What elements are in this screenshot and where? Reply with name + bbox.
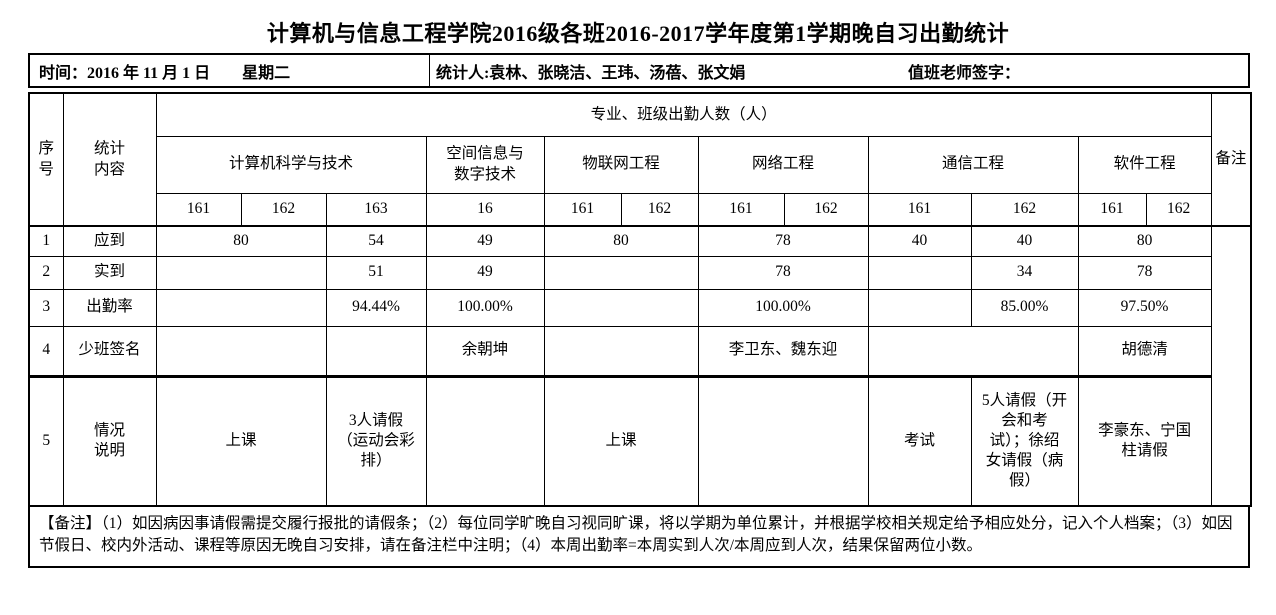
- info-bar: 时间：2016 年 11 月 1 日 星期二 统计人:袁林、张晓洁、王玮、汤蓓、…: [28, 53, 1250, 88]
- major-header-cs: 计算机科学与技术: [155, 135, 427, 194]
- class-header-cell: 161: [543, 192, 622, 227]
- seq-cell: 5: [28, 374, 64, 507]
- row-label-cell: 少班签名: [62, 325, 157, 377]
- major-header-comm: 通信工程: [867, 135, 1079, 194]
- value-cell: 80: [543, 225, 699, 257]
- footer-note: 【备注】（1）如因病因事请假需提交履行报批的请假条；（2）每位同学旷晚自习视同旷…: [28, 507, 1250, 568]
- major-header-software: 软件工程: [1077, 135, 1212, 194]
- page-title: 计算机与信息工程学院2016级各班2016-2017学年度第1学期晚自习出勤统计: [266, 21, 1010, 46]
- class-header-cell: 16: [425, 192, 545, 227]
- recorders-label: 统计人:袁林、张晓洁、王玮、汤蓓、张文娟: [436, 64, 746, 82]
- value-cell: 80: [1077, 225, 1212, 257]
- date-label: 时间：2016 年 11 月 1 日 星期二: [39, 64, 291, 82]
- value-cell: [325, 325, 427, 377]
- value-cell: [867, 325, 1079, 377]
- class-header-cell: 161: [155, 192, 242, 227]
- value-cell: [155, 288, 327, 327]
- value-cell: 上课: [543, 374, 699, 507]
- recorders-cell: 统计人:袁林、张晓洁、王玮、汤蓓、张文娟 值班老师签字：: [430, 55, 1248, 86]
- value-cell: [867, 288, 972, 327]
- class-header-cell: 161: [867, 192, 972, 227]
- value-cell: [543, 325, 699, 377]
- value-cell: 上课: [155, 374, 327, 507]
- row-label-cell: 情况 说明: [62, 374, 157, 507]
- value-cell: 85.00%: [970, 288, 1079, 327]
- value-cell: 78: [697, 255, 869, 290]
- class-header-cell: 161: [1077, 192, 1147, 227]
- value-cell: 100.00%: [697, 288, 869, 327]
- col-header-seq: 序号: [28, 92, 64, 227]
- group-header: 专业、班级出勤人数（人）: [155, 92, 1212, 137]
- value-cell: 李豪东、宁国 柱请假: [1077, 374, 1212, 507]
- seq-cell: 2: [28, 255, 64, 290]
- value-cell: [543, 288, 699, 327]
- value-cell: [543, 255, 699, 290]
- value-cell: 34: [970, 255, 1079, 290]
- value-cell: [155, 325, 327, 377]
- value-cell: 40: [867, 225, 972, 257]
- seq-cell: 3: [28, 288, 64, 327]
- value-cell: 78: [697, 225, 869, 257]
- date-cell: 时间：2016 年 11 月 1 日 星期二: [30, 55, 430, 86]
- value-cell: [425, 374, 545, 507]
- seq-cell: 4: [28, 325, 64, 377]
- major-header-iot: 物联网工程: [543, 135, 699, 194]
- major-header-network: 网络工程: [697, 135, 869, 194]
- row-label-cell: 出勤率: [62, 288, 157, 327]
- class-header-cell: 162: [1145, 192, 1212, 227]
- value-cell: 3人请假 （运动会彩 排）: [325, 374, 427, 507]
- value-cell: 40: [970, 225, 1079, 257]
- value-cell: [155, 255, 327, 290]
- value-cell: [867, 255, 972, 290]
- value-cell: 80: [155, 225, 327, 257]
- col-header-content: 统计 内容: [62, 92, 157, 227]
- value-cell: 余朝坤: [425, 325, 545, 377]
- value-cell: 胡德清: [1077, 325, 1212, 377]
- value-cell: 54: [325, 225, 427, 257]
- value-cell: [697, 374, 869, 507]
- value-cell: 5人请假（开 会和考 试）；徐绍 女请假（病 假）: [970, 374, 1079, 507]
- value-cell: 李卫东、魏东迎: [697, 325, 869, 377]
- value-cell: 100.00%: [425, 288, 545, 327]
- remark-cell: [1210, 225, 1252, 507]
- value-cell: 51: [325, 255, 427, 290]
- attendance-table: 序号 统计 内容 专业、班级出勤人数（人） 备注 计算机科学与技术 空间信息与 …: [28, 92, 1253, 507]
- class-header-cell: 163: [325, 192, 427, 227]
- class-header-cell: 162: [620, 192, 699, 227]
- value-cell: 49: [425, 255, 545, 290]
- seq-cell: 1: [28, 225, 64, 257]
- value-cell: 97.50%: [1077, 288, 1212, 327]
- value-cell: 49: [425, 225, 545, 257]
- value-cell: 考试: [867, 374, 972, 507]
- value-cell: 78: [1077, 255, 1212, 290]
- class-header-cell: 162: [783, 192, 869, 227]
- class-header-cell: 161: [697, 192, 785, 227]
- value-cell: 94.44%: [325, 288, 427, 327]
- major-header-geo: 空间信息与 数字技术: [425, 135, 545, 194]
- teacher-sign-label: 值班老师签字：: [908, 64, 1021, 82]
- class-header-cell: 162: [240, 192, 327, 227]
- col-header-remark: 备注: [1210, 92, 1252, 227]
- row-label-cell: 实到: [62, 255, 157, 290]
- row-label-cell: 应到: [62, 225, 157, 257]
- class-header-cell: 162: [970, 192, 1079, 227]
